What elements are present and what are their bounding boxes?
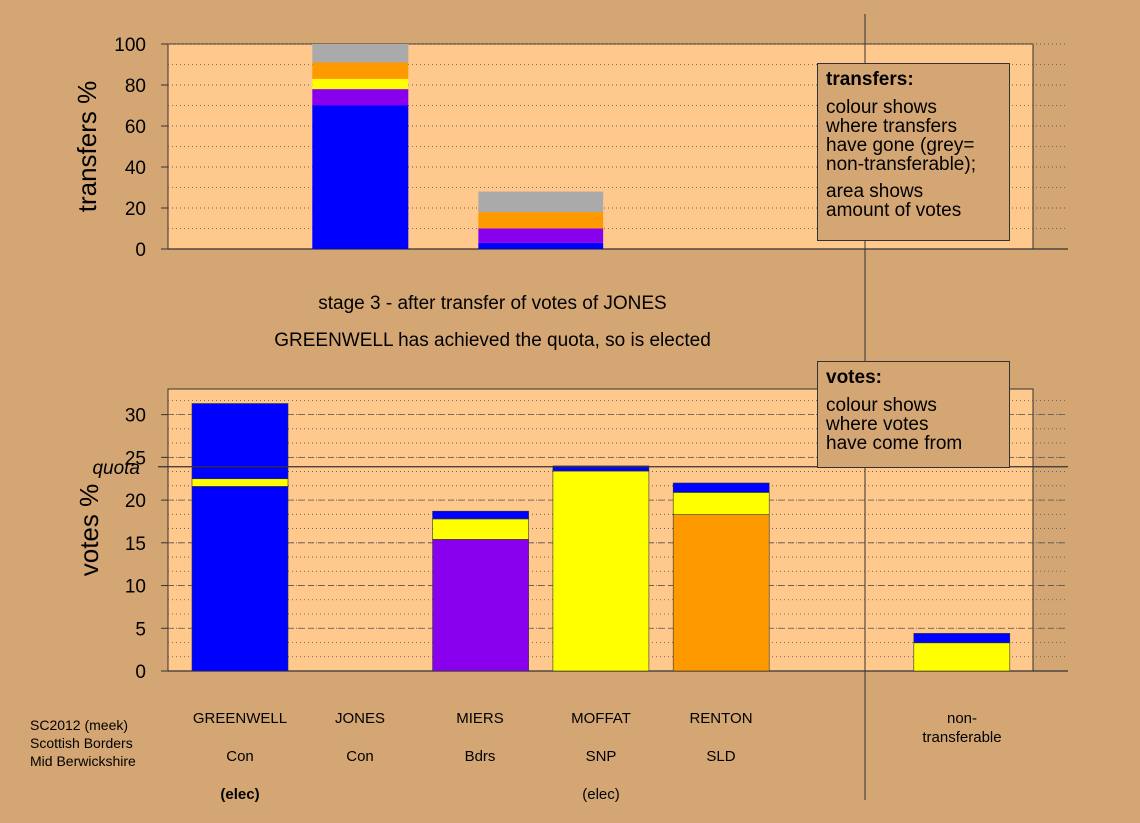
bar-segment-yellow bbox=[672, 492, 770, 515]
bar-segment-blue bbox=[191, 486, 289, 672]
bar-segment-blue bbox=[913, 633, 1011, 644]
bar-segment-blue bbox=[552, 465, 650, 472]
y-tick-label: 40 bbox=[125, 158, 146, 179]
candidate-label-nontransferable: non- transferable bbox=[902, 690, 1022, 766]
bar-segment-blue bbox=[672, 482, 770, 493]
candidate-party: Con bbox=[346, 748, 374, 765]
candidate-name: MIERS bbox=[456, 710, 504, 727]
footer-line: Scottish Borders bbox=[30, 735, 133, 751]
footer-line: Mid Berwickshire bbox=[30, 753, 136, 769]
y-tick-label: 20 bbox=[125, 199, 146, 220]
candidate-label-renton: RENTON SLD bbox=[661, 690, 781, 785]
y-tick-label: 5 bbox=[135, 619, 146, 640]
y-tick-label: 100 bbox=[114, 35, 146, 56]
candidate-name: JONES bbox=[334, 710, 385, 727]
bar-segment-yellow bbox=[432, 518, 529, 540]
result-caption: GREENWELL has achieved the quota, so is … bbox=[274, 330, 711, 351]
bar-segment-blue bbox=[432, 510, 529, 520]
candidate-status: (elec) bbox=[220, 786, 260, 803]
y-axis-label: votes % bbox=[74, 484, 104, 577]
stage-caption: stage 3 - after transfer of votes of JON… bbox=[318, 293, 667, 314]
bar-segment-orange bbox=[478, 212, 604, 229]
quota-label: quota bbox=[92, 458, 140, 479]
candidate-party: Bdrs bbox=[464, 748, 496, 765]
y-tick-label: 15 bbox=[125, 534, 146, 555]
candidate-name: RENTON bbox=[689, 710, 753, 727]
bar-segment-yellow bbox=[191, 478, 289, 487]
transfers-legend-title: transfers: bbox=[826, 69, 914, 90]
footer-info: SC2012 (meek) Scottish Borders Mid Berwi… bbox=[30, 716, 136, 770]
y-tick-label: 10 bbox=[125, 577, 146, 598]
bar-segment-yellow bbox=[552, 470, 650, 672]
y-tick-label: 20 bbox=[125, 491, 146, 512]
candidate-party: Con bbox=[226, 748, 254, 765]
bar-segment-yellow bbox=[913, 642, 1011, 672]
bar-segment-blue bbox=[191, 403, 289, 480]
y-tick-label: 80 bbox=[125, 76, 146, 97]
bar-segment-purple bbox=[312, 89, 409, 106]
y-tick-label: 30 bbox=[125, 406, 146, 427]
footer-line: SC2012 (meek) bbox=[30, 717, 129, 733]
candidate-name: GREENWELL bbox=[192, 710, 288, 727]
candidate-name: non- transferable bbox=[922, 710, 1002, 746]
candidate-label-jones: JONES Con bbox=[300, 690, 420, 785]
candidate-label-greenwell: GREENWELL Con (elec) bbox=[180, 690, 300, 823]
y-tick-label: 0 bbox=[135, 662, 146, 683]
candidate-party: SLD bbox=[706, 748, 736, 765]
candidate-label-miers: MIERS Bdrs bbox=[420, 690, 540, 785]
bar-segment-blue bbox=[312, 105, 409, 249]
bar-segment-grey bbox=[312, 44, 409, 63]
bar-segment-orange bbox=[312, 62, 409, 79]
y-axis-label: transfers % bbox=[72, 81, 102, 213]
candidate-name: MOFFAT bbox=[571, 710, 631, 727]
transfers-legend-area-text: area shows amount of votes bbox=[826, 181, 962, 221]
bar-segment-yellow bbox=[312, 78, 409, 90]
y-tick-label: 25 bbox=[125, 448, 146, 469]
candidate-party: SNP bbox=[585, 748, 617, 765]
bar-segment-purple bbox=[432, 539, 529, 672]
candidate-status: (elec) bbox=[582, 786, 620, 803]
votes-legend: votes: colour shows where votes have com… bbox=[817, 361, 1010, 468]
candidate-label-moffat: MOFFAT SNP (elec) bbox=[541, 690, 661, 823]
votes-legend-title: votes: bbox=[826, 367, 882, 388]
bar-segment-orange bbox=[672, 514, 770, 672]
votes-legend-colour-text: colour shows where votes have come from bbox=[826, 395, 963, 454]
bar-segment-blue bbox=[478, 242, 604, 249]
bar-segment-grey bbox=[478, 191, 604, 213]
bar-segment-purple bbox=[478, 228, 604, 243]
y-tick-label: 60 bbox=[125, 117, 146, 138]
y-tick-label: 0 bbox=[135, 240, 146, 261]
transfers-legend-colour-text: colour shows where transfers have gone (… bbox=[826, 97, 976, 175]
transfers-legend: transfers: colour shows where transfers … bbox=[817, 63, 1010, 241]
